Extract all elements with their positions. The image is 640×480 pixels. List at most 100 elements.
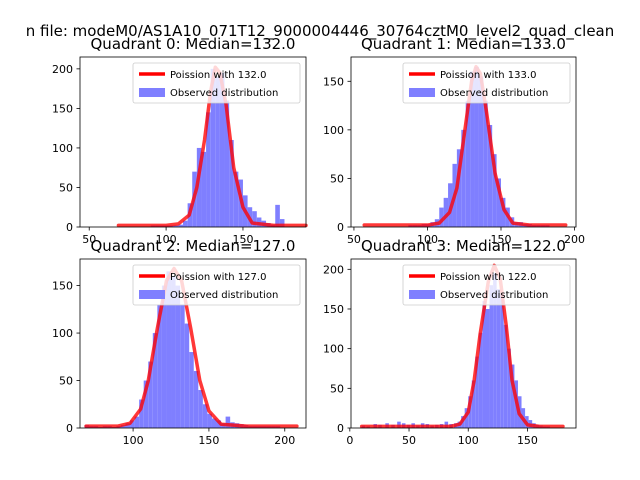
panel-title: Quadrant 2: Median=127.0 xyxy=(91,237,296,255)
histogram-bar xyxy=(134,416,140,428)
panel-title: Quadrant 1: Median=133.0 xyxy=(361,35,566,53)
y-tick-label: 50 xyxy=(330,172,344,185)
histogram-bar xyxy=(175,285,181,428)
histogram-bar xyxy=(492,154,497,227)
panel-title: Quadrant 3: Median=122.0 xyxy=(361,237,566,255)
histogram-bar xyxy=(207,413,212,428)
histogram-bar xyxy=(503,324,508,428)
y-tick-label: 100 xyxy=(52,327,73,340)
panel-quadrant-0: 50 100 150 0 50 100 150 200 Poission with 132.0 O… xyxy=(52,35,308,246)
legend-box xyxy=(132,264,301,306)
y-tick-label: 150 xyxy=(52,280,73,293)
histogram-bar xyxy=(493,273,497,428)
x-tick-label: 150 xyxy=(491,233,512,246)
legend-label-observed: Observed distribution xyxy=(170,88,278,99)
y-tick-label: 50 xyxy=(59,181,73,194)
y-tick-label: 200 xyxy=(323,263,344,276)
histogram-bar xyxy=(198,390,203,428)
legend-label-observed: Observed distribution xyxy=(440,88,548,99)
x-tick-label: 50 xyxy=(82,233,96,246)
histogram-bar xyxy=(184,323,190,428)
x-tick-label: 200 xyxy=(564,233,585,246)
histogram-bar xyxy=(496,289,501,428)
histogram-bar xyxy=(252,211,257,227)
legend: Poission with 127.0 Observed distribution xyxy=(132,264,301,306)
histogram-bar xyxy=(501,197,506,227)
histogram-bar xyxy=(143,380,149,428)
y-tick-label: 50 xyxy=(59,375,73,388)
histogram-bar xyxy=(456,149,462,227)
histogram-bar xyxy=(173,225,179,227)
histogram-bar xyxy=(211,418,217,428)
y-tick-label: 0 xyxy=(66,422,73,435)
x-tick-label: 200 xyxy=(274,434,295,447)
histogram-bar xyxy=(225,416,231,428)
histogram-bar xyxy=(206,112,211,227)
y-tick-label: 150 xyxy=(323,303,344,316)
histogram-bar xyxy=(193,371,199,428)
histogram-bar xyxy=(510,364,515,428)
legend-box xyxy=(132,62,301,104)
legend-patch-swatch xyxy=(139,88,165,97)
x-tick-label: 150 xyxy=(232,233,253,246)
legend-label-observed: Observed distribution xyxy=(440,290,548,301)
x-tick-label: 50 xyxy=(347,233,361,246)
legend-patch-swatch xyxy=(409,290,435,299)
histogram-bar xyxy=(500,293,504,428)
x-tick-label: 150 xyxy=(517,434,538,447)
histogram-bar xyxy=(496,178,501,227)
panel-quadrant-2: 100 150 200 0 50 100 150 Poission with 127.0 Obs… xyxy=(52,237,307,447)
histogram-bar xyxy=(487,125,493,227)
y-tick-label: 0 xyxy=(66,221,73,234)
x-tick-label: 150 xyxy=(198,434,219,447)
axes-frame xyxy=(350,258,577,429)
histogram-bar xyxy=(229,140,234,227)
histogram-bar xyxy=(464,408,469,428)
histogram-bar xyxy=(183,220,188,227)
histogram-bar xyxy=(443,197,449,227)
legend-box xyxy=(402,264,571,306)
histogram-bar xyxy=(474,66,479,228)
histogram-bar xyxy=(130,420,135,428)
histogram-bar xyxy=(279,219,285,227)
histogram-bar xyxy=(148,361,153,428)
histogram-bar xyxy=(439,207,444,227)
histogram-bar xyxy=(189,352,194,428)
histogram-bar xyxy=(157,304,162,428)
histogram-bar xyxy=(489,285,494,428)
x-tick-label: 100 xyxy=(123,434,144,447)
histogram-bar xyxy=(171,276,176,428)
legend-patch-swatch xyxy=(139,290,165,299)
histogram-bar xyxy=(471,380,476,428)
legend-label-model: Poission with 122.0 xyxy=(440,272,536,283)
histogram-bar xyxy=(482,301,486,428)
legend: Poission with 122.0 Observed distribution xyxy=(402,264,571,306)
histogram-bar xyxy=(507,348,511,428)
y-tick-label: 200 xyxy=(52,63,73,76)
y-tick-label: 0 xyxy=(337,422,344,435)
y-tick-label: 0 xyxy=(337,221,344,234)
histogram-bar xyxy=(483,100,488,227)
histogram-bar xyxy=(233,171,239,227)
histogram-bar xyxy=(202,404,208,428)
panel-quadrant-3: 0 50 100 150 0 50 100 150 200 Poission with 122.0… xyxy=(323,237,577,447)
legend-patch-swatch xyxy=(409,88,435,97)
x-tick-label: 0 xyxy=(346,434,353,447)
legend-label-observed: Observed distribution xyxy=(170,290,278,301)
axes-frame xyxy=(79,258,307,429)
y-tick-label: 100 xyxy=(323,124,344,137)
legend-label-model: Poission with 133.0 xyxy=(440,70,536,81)
x-tick-label: 100 xyxy=(458,434,479,447)
histogram-bar xyxy=(152,333,158,428)
histogram-bar xyxy=(125,423,131,428)
x-tick-label: 100 xyxy=(156,233,177,246)
x-tick-label: 50 xyxy=(402,434,416,447)
histogram-bar xyxy=(465,100,471,227)
y-tick-label: 150 xyxy=(52,102,73,115)
histogram-bar xyxy=(478,332,483,428)
y-tick-label: 100 xyxy=(52,142,73,155)
histogram-bar xyxy=(180,304,185,428)
axes-frame xyxy=(350,56,577,228)
